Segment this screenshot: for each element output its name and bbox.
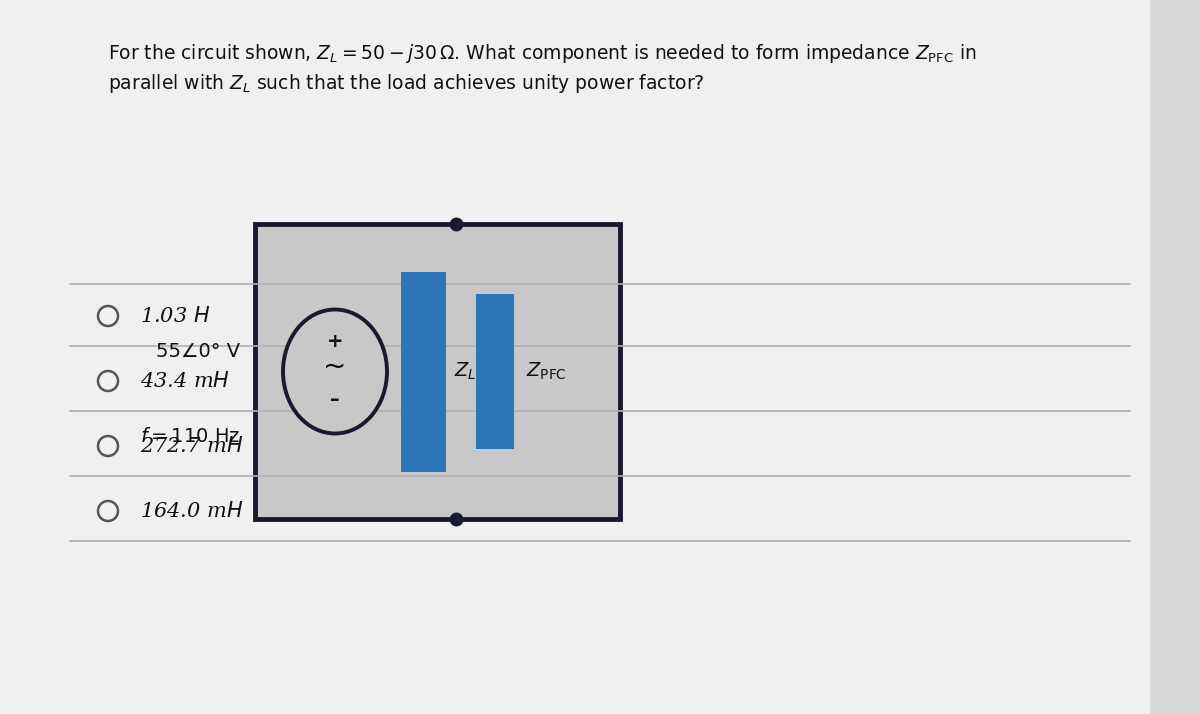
Text: ~: ~ <box>323 353 347 381</box>
Bar <box>475 294 514 449</box>
Text: $Z_\mathrm{PFC}$: $Z_\mathrm{PFC}$ <box>526 361 566 382</box>
Text: $Z_L$: $Z_L$ <box>454 361 476 382</box>
Text: $f = 110$ Hz: $f = 110$ Hz <box>139 427 240 446</box>
Text: 55∠0° V: 55∠0° V <box>156 342 240 361</box>
Text: 164.0 m$H$: 164.0 m$H$ <box>140 501 244 521</box>
Text: 43.4 m$H$: 43.4 m$H$ <box>140 371 230 391</box>
Text: +: + <box>326 332 343 351</box>
Text: parallel with $Z_L$ such that the load achieves unity power factor?: parallel with $Z_L$ such that the load a… <box>108 72 704 95</box>
Circle shape <box>98 371 118 391</box>
Circle shape <box>98 501 118 521</box>
Bar <box>401 271 445 471</box>
Text: –: – <box>330 390 340 409</box>
Text: For the circuit shown, $Z_L = 50 - j30\,\Omega$. What component is needed to for: For the circuit shown, $Z_L = 50 - j30\,… <box>108 42 977 65</box>
Text: 272.7 m$H$: 272.7 m$H$ <box>140 436 244 456</box>
Circle shape <box>98 436 118 456</box>
Text: 1.03 $H$: 1.03 $H$ <box>140 306 210 326</box>
Circle shape <box>98 306 118 326</box>
Bar <box>256 224 620 519</box>
Ellipse shape <box>283 309 386 433</box>
